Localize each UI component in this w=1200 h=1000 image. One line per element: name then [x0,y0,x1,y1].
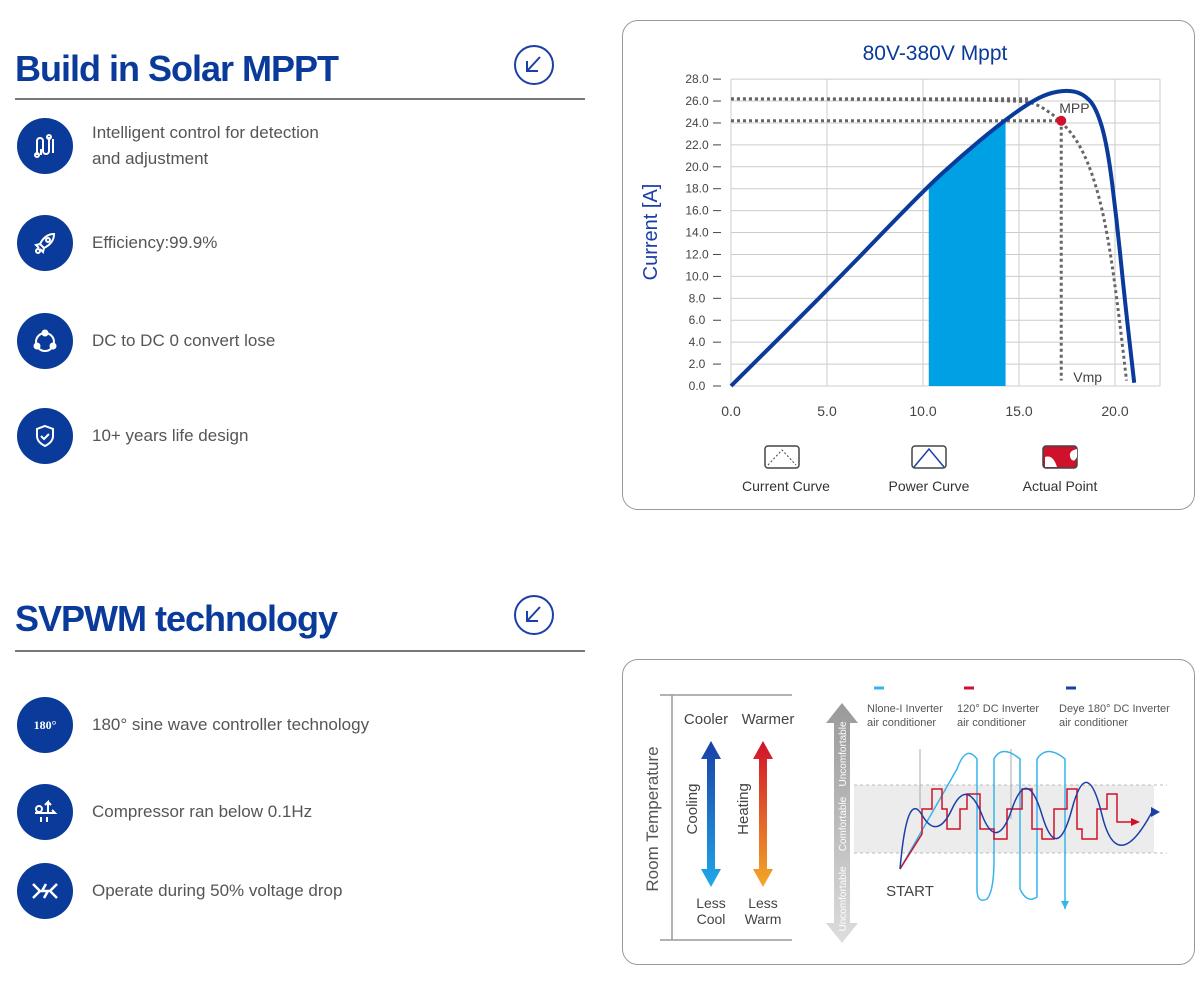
feature-item: Compressor ran below 0.1Hz [17,784,312,840]
mppt-chart: 80V-380V Mppt Current [A] 0.0 2.0 4.0 6.0 8.… [640,42,1161,494]
mpp-point [1056,115,1067,126]
current-curve [730,97,1129,381]
y-tick-label: 24.0 [685,116,709,130]
feature-text: Compressor ran below 0.1Hz [92,802,313,821]
less-cool-label: Cool [697,911,726,927]
divider [15,98,585,100]
feature-text: 10+ years life design [92,426,249,445]
section-title: SVPWM technology [15,598,338,639]
cooler-label: Cooler [684,711,728,728]
y-tick-label: 2.0 [689,357,706,371]
shaded-region [928,119,1006,386]
mppt-chart-card [622,20,1195,510]
start-label: START [886,883,934,900]
y-tick-label: 22.0 [685,138,709,152]
comfort-scale-arrow [826,703,858,943]
feature-item: 180° 180° sine wave controller technolog… [17,697,369,753]
180-degree-icon: 180° [17,697,73,753]
feature-item: Efficiency:99.9% [17,215,217,271]
legend-label: air conditioner [957,717,1026,729]
less-cool-label: Less [696,895,726,911]
feature-text: Operate during 50% voltage drop [92,881,343,900]
legend-label: air conditioner [1059,717,1128,729]
legend-actual-point-icon [1042,445,1078,469]
feature-text: and adjustment [92,149,209,168]
feature-item: 10+ years life design [17,408,248,464]
less-warm-label: Less [748,895,778,911]
y-tick-label: 16.0 [685,204,709,218]
expand-arrow-button[interactable] [514,595,554,635]
x-tick-label: 20.0 [1101,403,1128,419]
feature-item: DC to DC 0 convert lose [17,313,275,369]
cooling-label: Cooling [684,784,701,835]
feature-item: Operate during 50% voltage drop [17,863,342,919]
divider [15,650,585,652]
mpp-label: MPP [1059,100,1089,116]
legend-label: 120° DC Inverter [957,703,1039,715]
less-warm-label: Warm [745,911,782,927]
y-tick-label: 12.0 [685,247,709,261]
feature-text: Efficiency:99.9% [92,233,218,252]
y-tick-label: 20.0 [685,160,709,174]
y-axis-label: Current [A] [640,184,662,281]
x-tick-label: 0.0 [721,403,741,419]
deye-180-inverter-line [899,781,1153,870]
x-tick-label: 5.0 [817,403,837,419]
heating-arrow-icon [753,741,773,887]
comfort-diagram: Room Temperature Cooler Warmer Cooling H… [643,686,1170,943]
y-tick-label: 4.0 [689,335,706,349]
feature-text: DC to DC 0 convert lose [92,331,276,350]
legend-label: Nlone-I Inverter [867,703,943,715]
comfort-legend: Nlone-I Inverter air conditioner 120° DC… [867,686,1170,729]
cycle-icon [17,313,73,369]
rocket-icon [17,215,73,271]
shield-check-icon [17,408,73,464]
y-tick-label: 26.0 [685,94,709,108]
dc-inverter-120-line [899,788,1132,870]
legend-label: Deye 180° DC Inverter [1059,703,1170,715]
y-tick-label: 6.0 [689,313,706,327]
chart-title: 80V-380V Mppt [863,42,1008,65]
feature-item: Intelligent control for detection and adj… [17,118,319,174]
zone-label: Uncomfortable [838,866,849,931]
heating-label: Heating [735,783,752,835]
temperature-bracket [660,694,792,941]
feature-text: 180° sine wave controller technology [92,715,370,734]
zone-label: Comfortable [838,796,849,851]
cooling-arrow-icon [701,741,721,887]
power-curve [729,88,1137,388]
arrow-down-left-icon [526,606,541,622]
x-tick-label: 10.0 [909,403,936,419]
section-title: Build in Solar MPPT [15,48,339,89]
circuit-icon [17,118,73,174]
legend: Current Curve Power Curve Actual Point [742,445,1098,494]
comfortable-band [854,785,1154,853]
non-inverter-line [899,750,1066,909]
axis-label: Room Temperature [643,746,662,891]
legend-power-curve-icon [911,445,947,469]
legend-label: air conditioner [867,717,936,729]
compressor-icon [17,784,73,840]
y-tick-label: 14.0 [685,226,709,240]
x-tick-label: 15.0 [1005,403,1032,419]
feature-text: Intelligent control for detection [92,123,319,142]
voltage-drop-icon [17,863,73,919]
legend-label: Power Curve [889,478,970,494]
legend-current-curve-icon [764,445,800,469]
y-tick-label: 8.0 [689,291,706,305]
y-tick-label: 0.0 [689,379,706,393]
warmer-label: Warmer [742,711,795,728]
legend-label: Current Curve [742,478,830,494]
arrow-down-left-icon [526,56,541,72]
y-tick-label: 10.0 [685,269,709,283]
legend-label: Actual Point [1023,478,1098,494]
zone-label: Uncomfortable [838,721,849,786]
vmp-label: Vmp [1073,369,1102,385]
y-tick-label: 18.0 [685,182,709,196]
y-tick-label: 28.0 [685,72,709,86]
expand-arrow-button[interactable] [514,45,554,85]
